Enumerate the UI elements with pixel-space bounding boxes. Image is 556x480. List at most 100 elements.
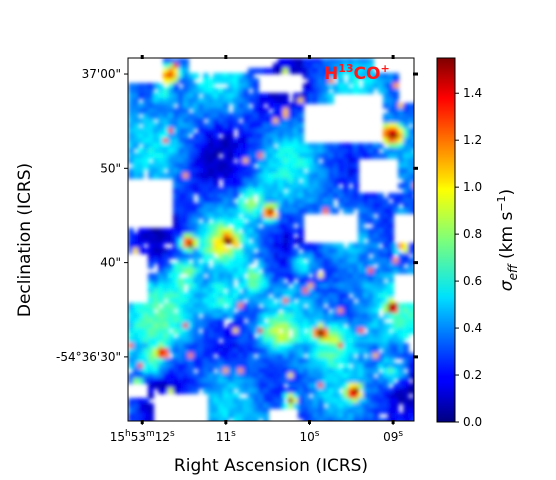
heatmap-cell xyxy=(338,378,344,384)
heatmap-cell xyxy=(368,363,374,369)
heatmap-cell xyxy=(293,98,299,104)
heatmap-cell xyxy=(223,333,229,339)
heatmap-cell xyxy=(153,358,159,364)
heatmap-cell xyxy=(218,93,224,99)
heatmap-cell xyxy=(208,183,214,189)
heatmap-cell xyxy=(263,148,269,154)
heatmap-cell xyxy=(288,218,294,224)
heatmap-cell xyxy=(188,178,194,184)
heatmap-cell xyxy=(303,173,309,179)
heatmap-cell xyxy=(368,388,374,394)
heatmap-cell xyxy=(253,413,259,419)
heatmap-cell xyxy=(228,78,234,84)
heatmap-cell xyxy=(383,258,389,264)
heatmap-cell xyxy=(273,368,279,374)
heatmap-cell xyxy=(203,113,209,119)
heatmap-cell xyxy=(353,308,359,314)
heatmap-cell xyxy=(383,208,389,214)
heatmap-cell xyxy=(253,138,259,144)
heatmap-cell xyxy=(398,183,404,189)
heatmap-cell xyxy=(208,273,214,279)
heatmap-cell xyxy=(273,293,279,299)
heatmap-cell xyxy=(173,293,179,299)
heatmap-cell xyxy=(253,133,259,139)
heatmap-cell xyxy=(208,383,214,389)
heatmap-cell xyxy=(168,358,174,364)
heatmap-cell xyxy=(218,318,224,324)
heatmap-cell xyxy=(408,133,414,139)
heatmap-cell xyxy=(318,348,324,354)
heatmap-cell xyxy=(193,233,199,239)
heatmap-cell xyxy=(268,353,274,359)
heatmap-cell xyxy=(238,248,244,254)
heatmap-cell xyxy=(208,203,214,209)
heatmap-cell xyxy=(358,248,364,254)
heatmap-cell xyxy=(403,108,409,114)
heatmap-cell xyxy=(383,263,389,269)
heatmap-cell xyxy=(178,118,184,124)
heatmap-cell xyxy=(373,193,379,199)
heatmap-cell xyxy=(158,308,164,314)
heatmap-cell xyxy=(358,268,364,274)
heatmap-cell xyxy=(248,218,254,224)
heatmap-cell xyxy=(373,403,379,409)
heatmap-cell xyxy=(378,213,384,219)
heatmap-cell xyxy=(188,158,194,164)
heatmap-cell xyxy=(183,58,189,64)
heatmap-cell xyxy=(143,398,149,404)
heatmap-cell xyxy=(203,388,209,394)
heatmap-cell xyxy=(158,373,164,379)
heatmap-cell xyxy=(258,323,264,329)
heatmap-cell xyxy=(233,108,239,114)
heatmap-cell xyxy=(348,348,354,354)
heatmap-cell xyxy=(243,403,249,409)
heatmap-cell xyxy=(263,333,269,339)
heatmap-cell xyxy=(323,168,329,174)
heatmap-cell xyxy=(403,308,409,314)
heatmap-cell xyxy=(238,338,244,344)
heatmap-cell xyxy=(353,88,359,94)
heatmap-cell xyxy=(218,193,224,199)
heatmap-cell xyxy=(158,108,164,114)
heatmap-cell xyxy=(273,153,279,159)
heatmap-cell xyxy=(288,403,294,409)
heatmap-cell xyxy=(403,153,409,159)
heatmap-cell xyxy=(228,273,234,279)
heatmap-cell xyxy=(258,208,264,214)
heatmap-cell xyxy=(133,158,139,164)
heatmap-cell xyxy=(343,383,349,389)
heatmap-cell xyxy=(388,218,394,224)
heatmap-cell xyxy=(403,378,409,384)
heatmap-cell xyxy=(378,143,384,149)
heatmap-cell xyxy=(253,328,259,334)
heatmap-cell xyxy=(263,408,269,414)
heatmap-cell xyxy=(208,193,214,199)
heatmap-cell xyxy=(133,113,139,119)
heatmap-cell xyxy=(208,358,214,364)
heatmap-cell xyxy=(133,313,139,319)
heatmap-cell xyxy=(293,343,299,349)
y-tick-label: 37'00" xyxy=(82,67,121,81)
heatmap-cell xyxy=(263,208,269,214)
heatmap-cell xyxy=(268,93,274,99)
heatmap-cell xyxy=(408,413,414,419)
heatmap-cell xyxy=(378,333,384,339)
heatmap-cell xyxy=(408,408,414,414)
heatmap-cell xyxy=(218,393,224,399)
heatmap-cell xyxy=(218,333,224,339)
heatmap-cell xyxy=(128,233,134,239)
heatmap-cell xyxy=(348,143,354,149)
heatmap-cell xyxy=(263,128,269,134)
heatmap-cell xyxy=(173,383,179,389)
heatmap-cell xyxy=(348,288,354,294)
heatmap-cell xyxy=(393,363,399,369)
heatmap-cell xyxy=(278,188,284,194)
heatmap-cell xyxy=(228,278,234,284)
heatmap-cell xyxy=(143,233,149,239)
heatmap-cell xyxy=(133,323,139,329)
heatmap-cell xyxy=(258,358,264,364)
heatmap-cell xyxy=(253,83,259,89)
heatmap-cell xyxy=(308,373,314,379)
heatmap-cell xyxy=(368,348,374,354)
heatmap-cell xyxy=(273,223,279,229)
